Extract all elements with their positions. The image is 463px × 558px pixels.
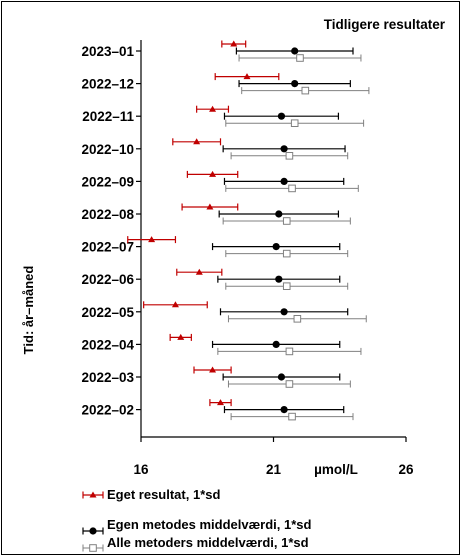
chart-title: Tidligere resultater (324, 17, 446, 32)
y-tick-label: 2022–11 (82, 109, 134, 124)
y-tick-label: 2022–04 (81, 337, 134, 352)
y-tick-label: 2022–02 (81, 403, 134, 418)
triangle-marker (177, 333, 185, 340)
y-tick-label: 2022–09 (81, 174, 134, 189)
circle-marker (272, 340, 280, 348)
series-group (211, 47, 354, 414)
square-marker (285, 152, 294, 160)
square-marker (282, 282, 291, 290)
circle-marker (280, 177, 288, 185)
circle-marker (89, 527, 97, 535)
square-marker (288, 184, 296, 193)
legend-label: Egen metodes middelværdi, 1*sd (107, 517, 312, 532)
x-axis: 16 21 26 (133, 436, 414, 477)
circle-marker (275, 210, 283, 218)
triangle-marker (206, 203, 214, 210)
circle-marker (277, 112, 286, 120)
y-tick-label: 2022–08 (81, 207, 134, 222)
triangle-marker (148, 236, 156, 243)
legend-item: Alle metoders middelværdi, 1*sd (82, 535, 309, 552)
circle-marker (280, 406, 288, 414)
triangle-marker (217, 399, 224, 406)
y-tick-label: 2022–12 (81, 77, 134, 92)
triangle-marker (230, 40, 238, 47)
square-marker (296, 54, 304, 62)
y-tick-label: 2022–05 (81, 305, 134, 320)
y-axis-label: Tid: år–måned (21, 266, 36, 355)
x-tick-label: 21 (266, 462, 282, 477)
y-tick-label: 2022–10 (81, 142, 134, 157)
x-tick-label: 16 (133, 462, 149, 477)
triangle-marker (209, 366, 217, 373)
circle-marker (272, 243, 280, 251)
circle-marker (275, 275, 283, 283)
circle-marker (291, 47, 299, 55)
legend-label: Eget resultat, 1*sd (107, 487, 220, 502)
circle-marker (280, 308, 288, 316)
series-group (127, 40, 280, 407)
square-marker (89, 544, 97, 552)
triangle-marker (193, 138, 201, 145)
square-marker (282, 217, 291, 225)
data-marks (127, 40, 370, 421)
square-marker (285, 380, 294, 388)
triangle-marker (209, 105, 217, 112)
triangle-marker (171, 301, 179, 308)
series-group (217, 54, 370, 421)
circle-marker (291, 80, 299, 88)
square-marker (288, 412, 296, 421)
y-tick-label: 2022–06 (81, 272, 134, 287)
triangle-marker (89, 491, 97, 498)
legend: Eget resultat, 1*sd Egen metodes middelvæ… (82, 487, 312, 552)
square-marker (301, 86, 310, 95)
square-marker (285, 347, 294, 356)
triangle-marker (243, 73, 251, 80)
legend-label: Alle metoders middelværdi, 1*sd (107, 535, 309, 550)
circle-marker (280, 145, 288, 153)
x-tick-label: 26 (398, 462, 414, 477)
triangle-marker (209, 170, 217, 177)
circle-marker (277, 373, 286, 381)
y-axis: 2023–01 2022–12 2022–11 2022–10 2022–09 2022–… (81, 40, 142, 437)
y-tick-label: 2022–03 (81, 370, 134, 385)
legend-item: Egen metodes middelværdi, 1*sd (82, 517, 312, 535)
legend-item: Eget resultat, 1*sd (82, 487, 220, 502)
square-marker (293, 315, 302, 323)
x-axis-label: µmol/L (314, 462, 358, 477)
square-marker (290, 119, 299, 128)
square-marker (282, 249, 291, 258)
triangle-marker (195, 268, 203, 275)
y-tick-label: 2023–01 (81, 44, 134, 59)
y-tick-label: 2022–07 (81, 240, 134, 255)
